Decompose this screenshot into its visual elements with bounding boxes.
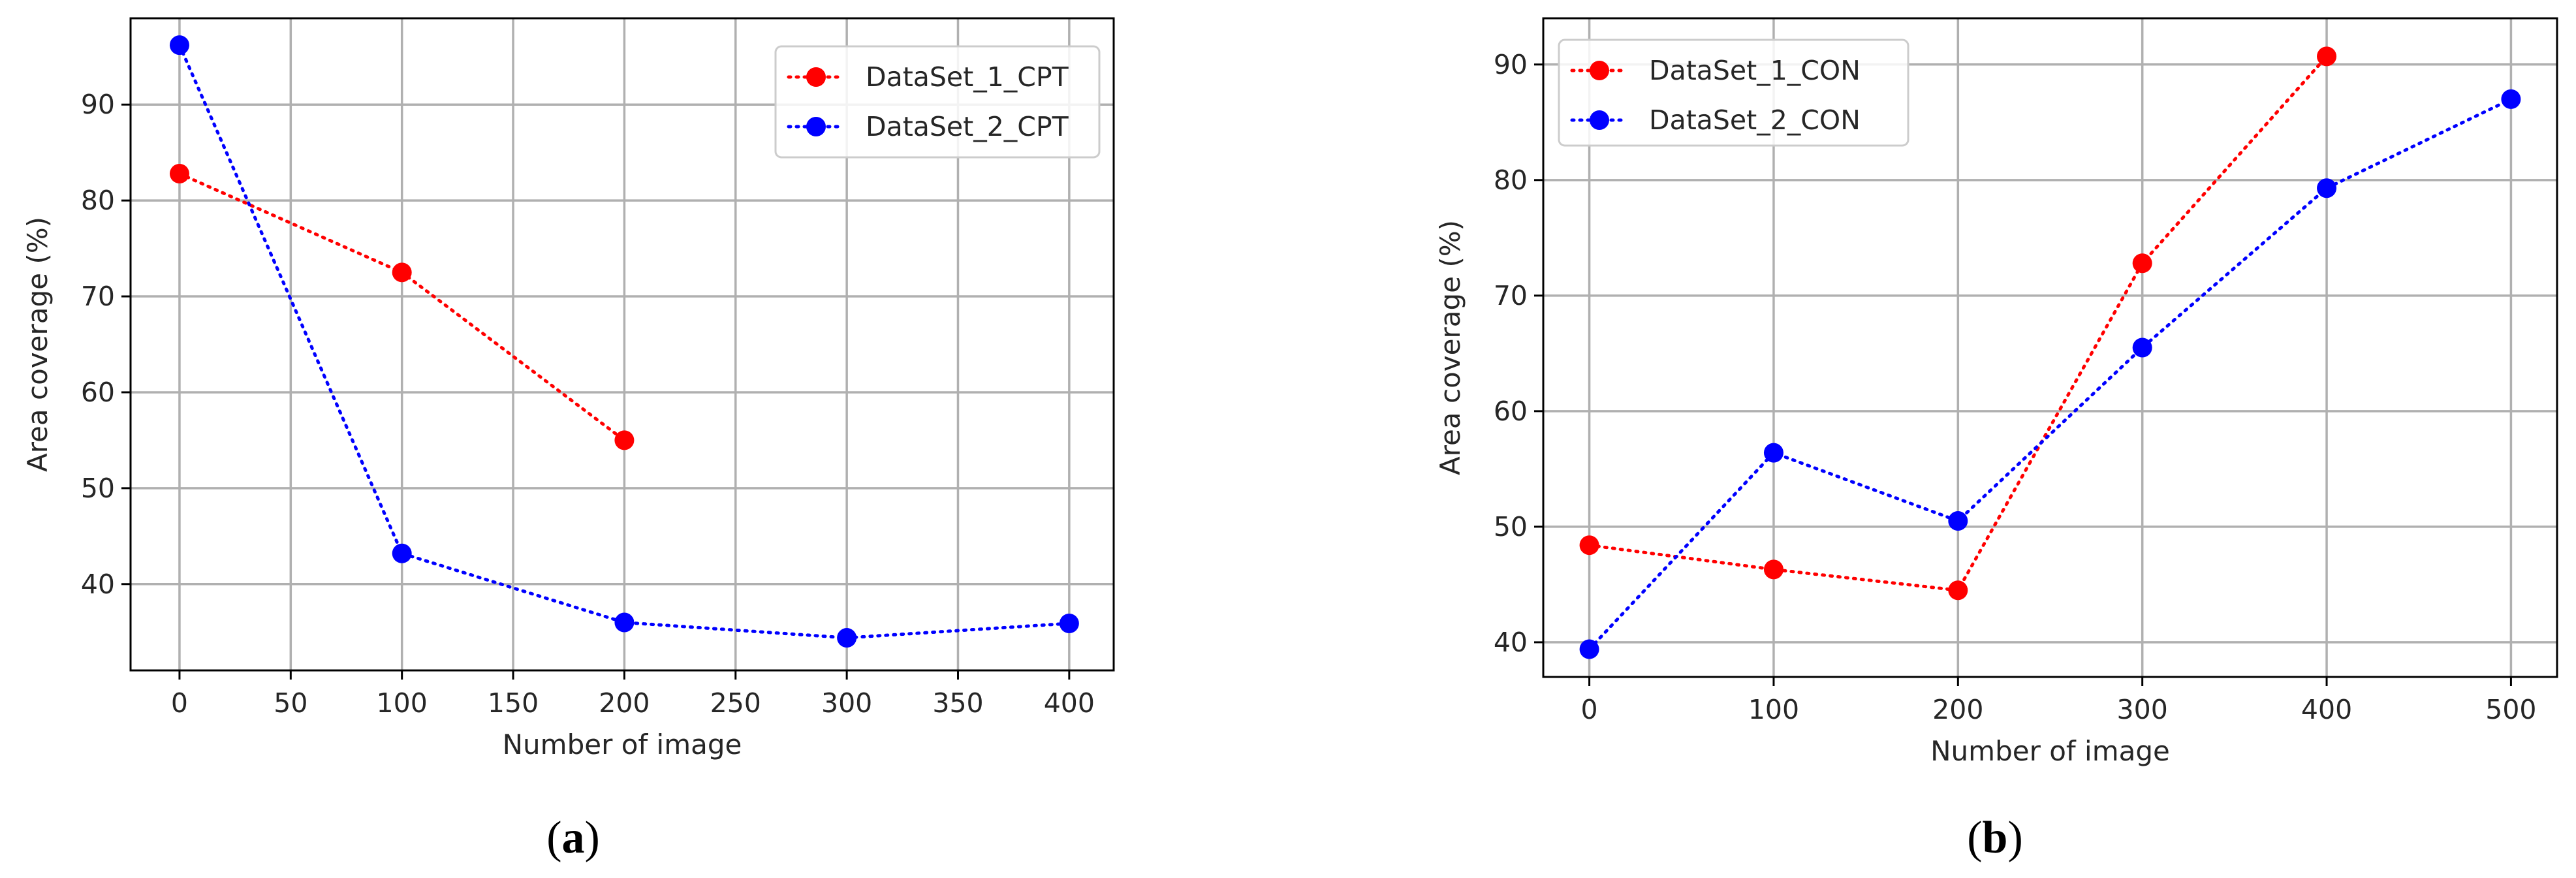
y-tick-label: 70 [81, 281, 115, 312]
legend-marker [1590, 61, 1609, 80]
series-line-2 [178, 43, 1071, 640]
x-axis-title: Number of image [503, 729, 742, 760]
panel-label-open: ( [1967, 813, 1982, 863]
x-tick-label: 250 [710, 687, 761, 719]
y-tick-label: 60 [81, 377, 115, 408]
axes-frame [129, 17, 1115, 672]
y-tick-label: 40 [1494, 627, 1528, 658]
chart-b: 0 100 200 300 400 500 40 50 60 70 80 90 Number of im… [1434, 17, 2558, 863]
y-tick-label: 60 [1494, 396, 1528, 427]
data-point [1948, 511, 1968, 531]
legend-marker [1590, 110, 1609, 130]
x-axis-title: Number of image [1930, 735, 2170, 767]
data-point [169, 163, 189, 183]
legend-label: DataSet_2_CON [1649, 104, 1861, 136]
series-line-2 [1588, 97, 2513, 651]
data-point [392, 262, 412, 283]
y-axis-title: Area coverage (%) [1434, 220, 1466, 475]
data-point [2501, 89, 2521, 109]
data-point [2132, 337, 2152, 358]
y-tick-label: 90 [81, 89, 115, 120]
x-tick-label: 400 [2301, 694, 2352, 725]
y-tick-label: 80 [81, 185, 115, 216]
data-point [614, 612, 635, 633]
legend-marker [806, 117, 826, 136]
x-tick-label: 100 [1748, 694, 1799, 725]
x-tick-label: 300 [2117, 694, 2168, 725]
legend-marker [806, 67, 826, 87]
x-tick-label: 400 [1044, 687, 1095, 719]
panel-label-letter: a [562, 813, 585, 863]
x-tick-label: 0 [171, 687, 188, 719]
legend-label: DataSet_2_CPT [866, 111, 1069, 142]
x-tick-label: 50 [274, 687, 307, 719]
x-tick-label: 350 [932, 687, 983, 719]
data-point [1948, 580, 1968, 601]
x-tick-label: 100 [377, 687, 428, 719]
y-tick-label: 40 [81, 569, 115, 600]
y-axis-title: Area coverage (%) [22, 217, 54, 472]
panel-label-close: ) [585, 813, 600, 863]
panel-label-open: ( [546, 813, 561, 863]
axes-frame [1542, 17, 2558, 678]
panel-label: (a) [546, 813, 600, 863]
data-point [1579, 639, 1599, 659]
y-tick-label: 50 [1494, 511, 1528, 542]
chart-a: 0 50 100 150 200 250 300 350 400 40 50 60 70 80 90 Numb… [22, 17, 1115, 863]
y-tick-label: 50 [81, 473, 115, 504]
x-tick-label: 200 [599, 687, 650, 719]
panel-label-letter: b [1983, 813, 2008, 863]
data-point [614, 430, 635, 450]
x-tick-label: 200 [1932, 694, 1983, 725]
data-point [2132, 253, 2152, 274]
x-tick-label: 300 [821, 687, 872, 719]
data-point [1579, 535, 1599, 556]
y-tick-label: 80 [1494, 165, 1528, 196]
legend-box [1558, 39, 1909, 147]
legend-label: DataSet_1_CPT [866, 61, 1069, 93]
y-tick-label: 70 [1494, 280, 1528, 311]
y-tick-label: 90 [1494, 49, 1528, 80]
data-point [2317, 46, 2337, 67]
panel-label-close: ) [2007, 813, 2022, 863]
x-tick-label: 500 [2485, 694, 2536, 725]
x-tick-label: 150 [488, 687, 539, 719]
panel-label: (b) [1967, 813, 2023, 863]
data-point [1763, 559, 1783, 580]
data-point [169, 35, 189, 55]
data-point [837, 628, 857, 648]
data-point [1059, 614, 1079, 634]
data-point [2317, 178, 2337, 198]
data-point [1763, 443, 1783, 463]
data-point [392, 543, 412, 563]
legend-box [774, 45, 1101, 159]
x-tick-label: 0 [1581, 694, 1598, 725]
legend-label: DataSet_1_CON [1649, 55, 1861, 86]
